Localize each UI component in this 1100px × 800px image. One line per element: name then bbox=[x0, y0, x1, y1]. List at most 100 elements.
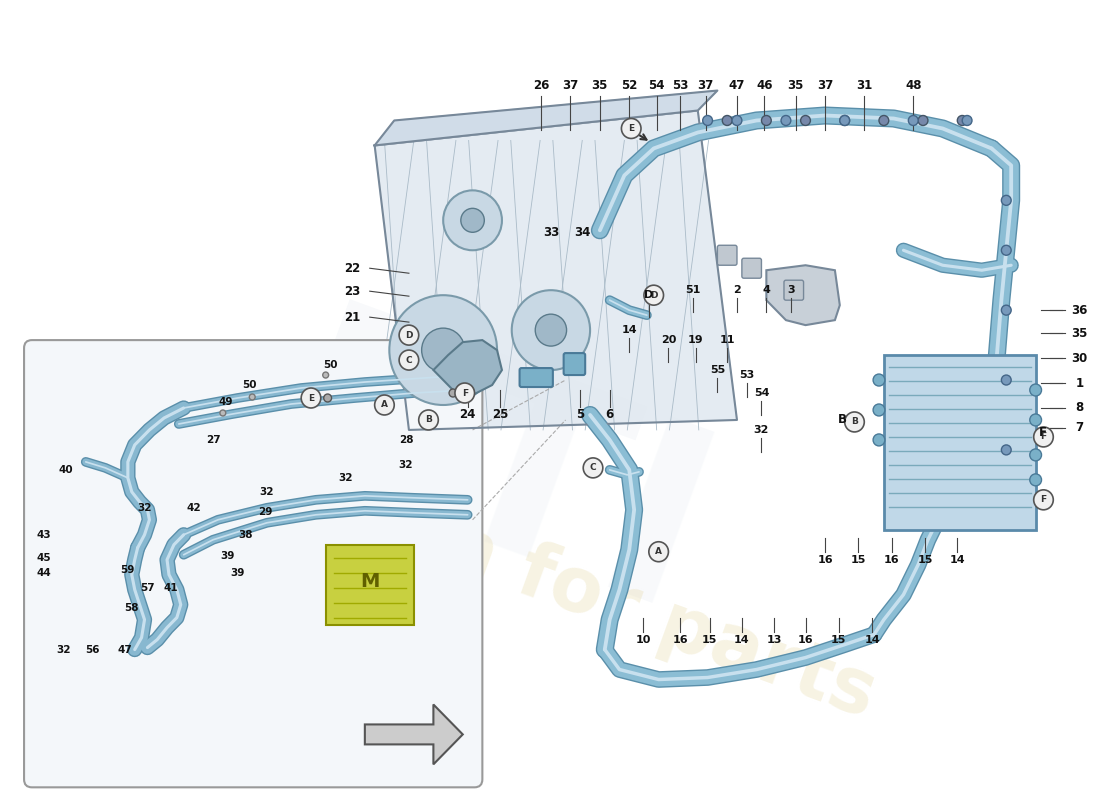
Circle shape bbox=[1001, 195, 1011, 206]
Text: E: E bbox=[628, 124, 635, 133]
Circle shape bbox=[512, 290, 590, 370]
Circle shape bbox=[839, 115, 849, 126]
Circle shape bbox=[375, 395, 394, 415]
Text: 7: 7 bbox=[1076, 422, 1084, 434]
Text: 26: 26 bbox=[532, 79, 549, 92]
Circle shape bbox=[449, 389, 456, 397]
Circle shape bbox=[649, 542, 669, 562]
Text: 25: 25 bbox=[492, 409, 508, 422]
Text: 56: 56 bbox=[86, 645, 100, 654]
Text: 48: 48 bbox=[905, 79, 922, 92]
Polygon shape bbox=[433, 340, 502, 395]
Text: 43: 43 bbox=[36, 530, 51, 540]
Circle shape bbox=[703, 115, 713, 126]
Circle shape bbox=[1001, 445, 1011, 455]
Circle shape bbox=[1001, 375, 1011, 385]
Text: 21: 21 bbox=[344, 310, 360, 324]
Text: 39: 39 bbox=[221, 550, 235, 561]
Polygon shape bbox=[326, 545, 414, 625]
Text: F: F bbox=[1038, 426, 1046, 439]
FancyBboxPatch shape bbox=[784, 280, 804, 300]
Text: 35: 35 bbox=[1071, 326, 1088, 340]
Text: F: F bbox=[1041, 433, 1046, 442]
Text: 53: 53 bbox=[672, 79, 689, 92]
Circle shape bbox=[250, 394, 255, 400]
FancyBboxPatch shape bbox=[717, 246, 737, 266]
Text: M: M bbox=[360, 572, 379, 591]
Circle shape bbox=[621, 118, 641, 138]
Circle shape bbox=[1030, 474, 1042, 486]
Text: 32: 32 bbox=[56, 645, 70, 654]
Text: 35: 35 bbox=[592, 79, 608, 92]
Text: 16: 16 bbox=[884, 554, 900, 565]
Text: 35: 35 bbox=[788, 79, 804, 92]
Text: 40: 40 bbox=[59, 465, 74, 475]
Text: 29: 29 bbox=[257, 507, 272, 517]
Circle shape bbox=[1030, 449, 1042, 461]
Circle shape bbox=[873, 374, 884, 386]
Circle shape bbox=[443, 190, 502, 250]
Text: 11: 11 bbox=[719, 335, 735, 345]
Text: 54: 54 bbox=[648, 79, 664, 92]
Circle shape bbox=[733, 115, 741, 126]
Text: 59: 59 bbox=[121, 565, 135, 574]
Text: D: D bbox=[405, 330, 412, 340]
Circle shape bbox=[873, 404, 884, 416]
Circle shape bbox=[918, 115, 928, 126]
Text: 32: 32 bbox=[138, 503, 152, 513]
Circle shape bbox=[323, 394, 331, 402]
Text: 37: 37 bbox=[817, 79, 833, 92]
Text: E: E bbox=[308, 394, 315, 402]
Text: 30: 30 bbox=[1071, 351, 1088, 365]
Text: 13: 13 bbox=[767, 634, 782, 645]
Circle shape bbox=[723, 115, 733, 126]
Circle shape bbox=[455, 383, 474, 403]
Text: 15: 15 bbox=[850, 554, 866, 565]
Text: 14: 14 bbox=[949, 554, 965, 565]
Text: 10: 10 bbox=[636, 634, 650, 645]
Text: 4: 4 bbox=[762, 285, 770, 295]
Circle shape bbox=[536, 314, 566, 346]
Text: 14: 14 bbox=[734, 634, 750, 645]
Text: 47: 47 bbox=[118, 645, 132, 654]
Text: C: C bbox=[406, 355, 412, 365]
Text: A: A bbox=[656, 547, 662, 556]
Circle shape bbox=[845, 412, 865, 432]
Text: 37: 37 bbox=[697, 79, 714, 92]
Text: 6: 6 bbox=[605, 409, 614, 422]
Text: 47: 47 bbox=[729, 79, 745, 92]
Text: 54: 54 bbox=[754, 388, 769, 398]
Text: 16: 16 bbox=[798, 634, 813, 645]
Text: 39: 39 bbox=[230, 568, 244, 578]
Text: 53: 53 bbox=[739, 370, 755, 380]
Text: 32: 32 bbox=[260, 487, 274, 497]
Circle shape bbox=[909, 115, 918, 126]
Circle shape bbox=[873, 434, 884, 446]
Text: 1: 1 bbox=[1076, 377, 1084, 390]
Circle shape bbox=[962, 115, 972, 126]
Circle shape bbox=[1001, 305, 1011, 315]
Circle shape bbox=[301, 388, 321, 408]
Text: A: A bbox=[381, 401, 388, 410]
FancyBboxPatch shape bbox=[519, 368, 553, 387]
Text: 32: 32 bbox=[338, 473, 352, 483]
Circle shape bbox=[220, 410, 225, 416]
Text: 46: 46 bbox=[756, 79, 772, 92]
Circle shape bbox=[461, 208, 484, 232]
Text: 57: 57 bbox=[140, 582, 155, 593]
FancyBboxPatch shape bbox=[24, 340, 483, 787]
Circle shape bbox=[781, 115, 791, 126]
Text: 19: 19 bbox=[688, 335, 704, 345]
Text: F: F bbox=[462, 389, 468, 398]
Text: 33: 33 bbox=[542, 226, 559, 238]
Text: ETI: ETI bbox=[246, 292, 738, 668]
Text: 28: 28 bbox=[398, 435, 414, 445]
Circle shape bbox=[761, 115, 771, 126]
Text: 31: 31 bbox=[856, 79, 872, 92]
Text: B: B bbox=[851, 418, 858, 426]
Circle shape bbox=[839, 115, 849, 126]
FancyBboxPatch shape bbox=[563, 353, 585, 375]
FancyBboxPatch shape bbox=[741, 258, 761, 278]
Text: 49: 49 bbox=[219, 397, 233, 407]
Text: B: B bbox=[838, 414, 847, 426]
